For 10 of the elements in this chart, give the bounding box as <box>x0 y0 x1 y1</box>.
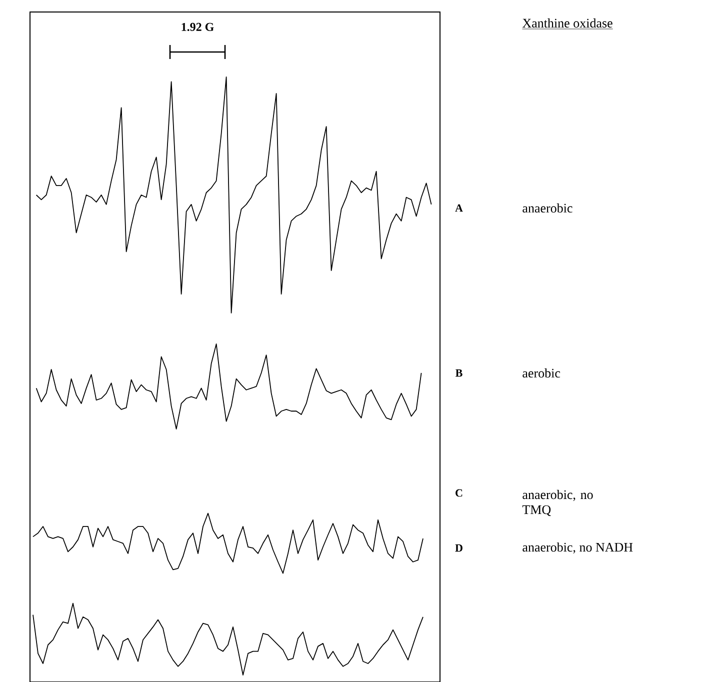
text: A <box>455 204 463 212</box>
text: D <box>455 544 462 552</box>
text: B <box>456 369 462 376</box>
text: anaerobic <box>522 203 572 212</box>
text: 1.92 G <box>182 22 214 31</box>
text: anaerobic, no TMQ <box>522 490 593 516</box>
text: Xanthine oxidase <box>522 18 612 28</box>
text: C <box>456 489 462 496</box>
text: anaerobic, no NADH <box>522 542 633 554</box>
text: aerobic <box>522 368 560 378</box>
